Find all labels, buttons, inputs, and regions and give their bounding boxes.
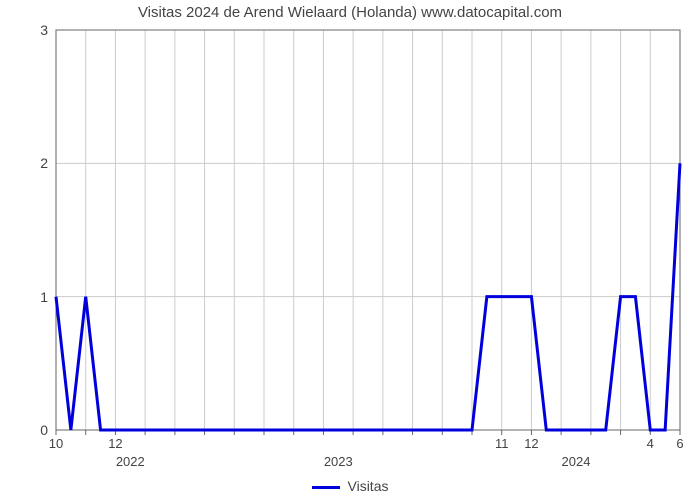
line-chart xyxy=(56,30,680,440)
y-tick-label: 2 xyxy=(0,155,48,171)
y-tick-label: 1 xyxy=(0,289,48,305)
x-tick-month-label: 12 xyxy=(524,436,538,451)
y-axis-labels: 0123 xyxy=(0,30,48,430)
y-tick-label: 0 xyxy=(0,422,48,438)
x-tick-year-label: 2022 xyxy=(116,454,145,469)
legend-swatch xyxy=(312,486,340,489)
y-tick-label: 3 xyxy=(0,22,48,38)
chart-title: Visitas 2024 de Arend Wielaard (Holanda)… xyxy=(0,4,700,21)
x-tick-month-label: 4 xyxy=(647,436,654,451)
legend-label: Visitas xyxy=(348,478,389,494)
x-tick-month-label: 11 xyxy=(495,436,509,451)
x-tick-year-label: 2024 xyxy=(562,454,591,469)
x-tick-year-label: 2023 xyxy=(324,454,353,469)
x-tick-month-label: 6 xyxy=(676,436,683,451)
x-axis-year-labels: 2022 2023 2024 xyxy=(56,454,680,474)
x-axis-month-labels: 1012111246 xyxy=(56,436,680,456)
chart-legend: Visitas xyxy=(0,478,700,494)
x-tick-month-label: 12 xyxy=(108,436,122,451)
x-tick-month-label: 10 xyxy=(49,436,63,451)
